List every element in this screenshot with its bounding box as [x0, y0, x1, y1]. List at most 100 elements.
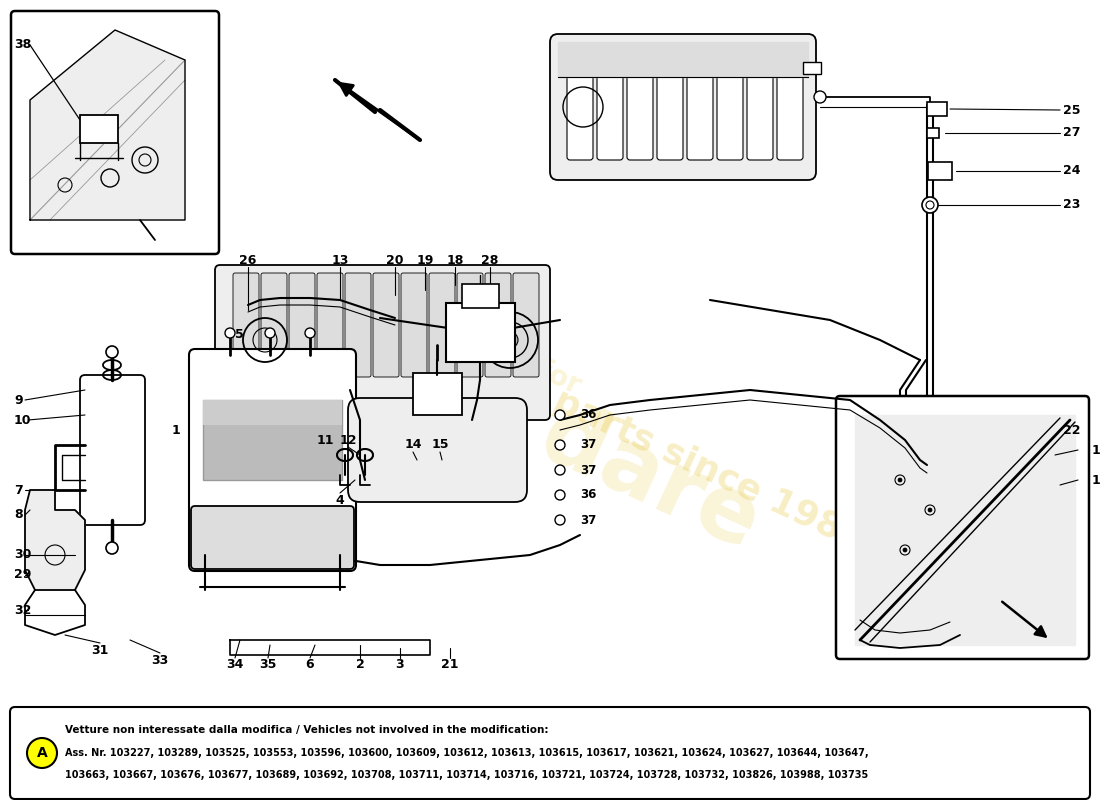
FancyBboxPatch shape — [550, 34, 816, 180]
Text: A: A — [36, 746, 47, 760]
Text: 21: 21 — [441, 658, 459, 671]
FancyBboxPatch shape — [348, 398, 527, 502]
FancyBboxPatch shape — [214, 265, 550, 420]
Text: 24: 24 — [1063, 165, 1080, 178]
Text: 27: 27 — [1063, 126, 1080, 139]
FancyBboxPatch shape — [80, 115, 118, 143]
FancyBboxPatch shape — [345, 273, 371, 377]
FancyBboxPatch shape — [462, 284, 499, 308]
Text: 16: 16 — [1092, 443, 1100, 457]
Text: 18: 18 — [447, 254, 464, 266]
Text: 20: 20 — [386, 254, 404, 266]
FancyBboxPatch shape — [10, 707, 1090, 799]
FancyBboxPatch shape — [11, 11, 219, 254]
FancyBboxPatch shape — [446, 303, 515, 362]
Text: 35: 35 — [260, 658, 277, 671]
FancyBboxPatch shape — [485, 273, 512, 377]
Circle shape — [928, 508, 932, 512]
FancyBboxPatch shape — [688, 54, 713, 160]
Circle shape — [898, 478, 902, 482]
Text: 29: 29 — [14, 569, 32, 582]
FancyBboxPatch shape — [233, 273, 258, 377]
Text: 37: 37 — [580, 514, 596, 526]
Circle shape — [556, 515, 565, 525]
Text: 7: 7 — [14, 483, 23, 497]
Text: 33: 33 — [152, 654, 168, 666]
FancyBboxPatch shape — [412, 373, 462, 415]
FancyBboxPatch shape — [836, 396, 1089, 659]
Text: 31: 31 — [91, 643, 109, 657]
FancyBboxPatch shape — [747, 54, 773, 160]
Circle shape — [28, 738, 57, 768]
Circle shape — [305, 328, 315, 338]
Text: 15: 15 — [431, 438, 449, 451]
Circle shape — [556, 465, 565, 475]
Circle shape — [814, 91, 826, 103]
FancyBboxPatch shape — [566, 54, 593, 160]
Circle shape — [556, 440, 565, 450]
FancyBboxPatch shape — [373, 273, 399, 377]
Text: 14: 14 — [405, 438, 421, 451]
Circle shape — [106, 346, 118, 358]
Text: 37: 37 — [580, 438, 596, 451]
FancyBboxPatch shape — [289, 273, 315, 377]
Polygon shape — [558, 42, 808, 77]
Text: 17: 17 — [1092, 474, 1100, 486]
Text: 1: 1 — [172, 423, 180, 437]
FancyBboxPatch shape — [429, 273, 455, 377]
Text: 19: 19 — [416, 254, 433, 266]
Text: 37: 37 — [580, 463, 596, 477]
Text: 12: 12 — [339, 434, 356, 446]
Text: 103663, 103667, 103676, 103677, 103689, 103692, 103708, 103711, 103714, 103716, : 103663, 103667, 103676, 103677, 103689, … — [65, 770, 868, 780]
Polygon shape — [855, 415, 1075, 645]
Text: 36: 36 — [580, 489, 596, 502]
Text: 28: 28 — [482, 254, 498, 266]
Text: Ass. Nr. 103227, 103289, 103525, 103553, 103596, 103600, 103609, 103612, 103613,: Ass. Nr. 103227, 103289, 103525, 103553,… — [65, 748, 869, 758]
Text: 34: 34 — [227, 658, 244, 671]
Circle shape — [226, 328, 235, 338]
Polygon shape — [25, 490, 85, 590]
FancyBboxPatch shape — [657, 54, 683, 160]
Text: 10: 10 — [14, 414, 32, 426]
Text: 32: 32 — [14, 603, 32, 617]
Circle shape — [922, 197, 938, 213]
FancyBboxPatch shape — [456, 273, 483, 377]
FancyBboxPatch shape — [513, 273, 539, 377]
Text: passion for parts since 1985: passion for parts since 1985 — [331, 282, 869, 558]
Text: 38: 38 — [14, 38, 31, 51]
Text: 4: 4 — [336, 494, 344, 506]
Circle shape — [903, 548, 907, 552]
FancyBboxPatch shape — [927, 128, 939, 138]
Text: 13: 13 — [331, 254, 349, 266]
FancyBboxPatch shape — [204, 400, 342, 480]
Text: Vetture non interessate dalla modifica / Vehicles not involved in the modificati: Vetture non interessate dalla modifica /… — [65, 725, 549, 735]
FancyBboxPatch shape — [80, 375, 145, 525]
Text: 8: 8 — [14, 509, 23, 522]
Text: 25: 25 — [1063, 103, 1080, 117]
Text: 36: 36 — [580, 409, 596, 422]
Text: passion for: passion for — [415, 300, 585, 400]
Circle shape — [502, 332, 518, 348]
FancyBboxPatch shape — [261, 273, 287, 377]
FancyBboxPatch shape — [204, 400, 342, 425]
Circle shape — [265, 328, 275, 338]
FancyBboxPatch shape — [191, 506, 354, 569]
FancyBboxPatch shape — [317, 273, 343, 377]
FancyBboxPatch shape — [928, 162, 952, 180]
Text: 30: 30 — [14, 549, 32, 562]
Text: 9: 9 — [14, 394, 23, 406]
Circle shape — [556, 490, 565, 500]
Text: 6: 6 — [306, 658, 315, 671]
Text: 5: 5 — [235, 329, 244, 342]
Text: 11: 11 — [317, 434, 333, 446]
FancyBboxPatch shape — [597, 54, 623, 160]
FancyBboxPatch shape — [927, 102, 947, 116]
Circle shape — [106, 542, 118, 554]
Text: 22: 22 — [1063, 423, 1080, 437]
Text: 2: 2 — [355, 658, 364, 671]
Text: 26: 26 — [240, 254, 256, 266]
Text: 3: 3 — [396, 658, 405, 671]
Polygon shape — [30, 30, 185, 220]
FancyBboxPatch shape — [717, 54, 743, 160]
Circle shape — [556, 410, 565, 420]
